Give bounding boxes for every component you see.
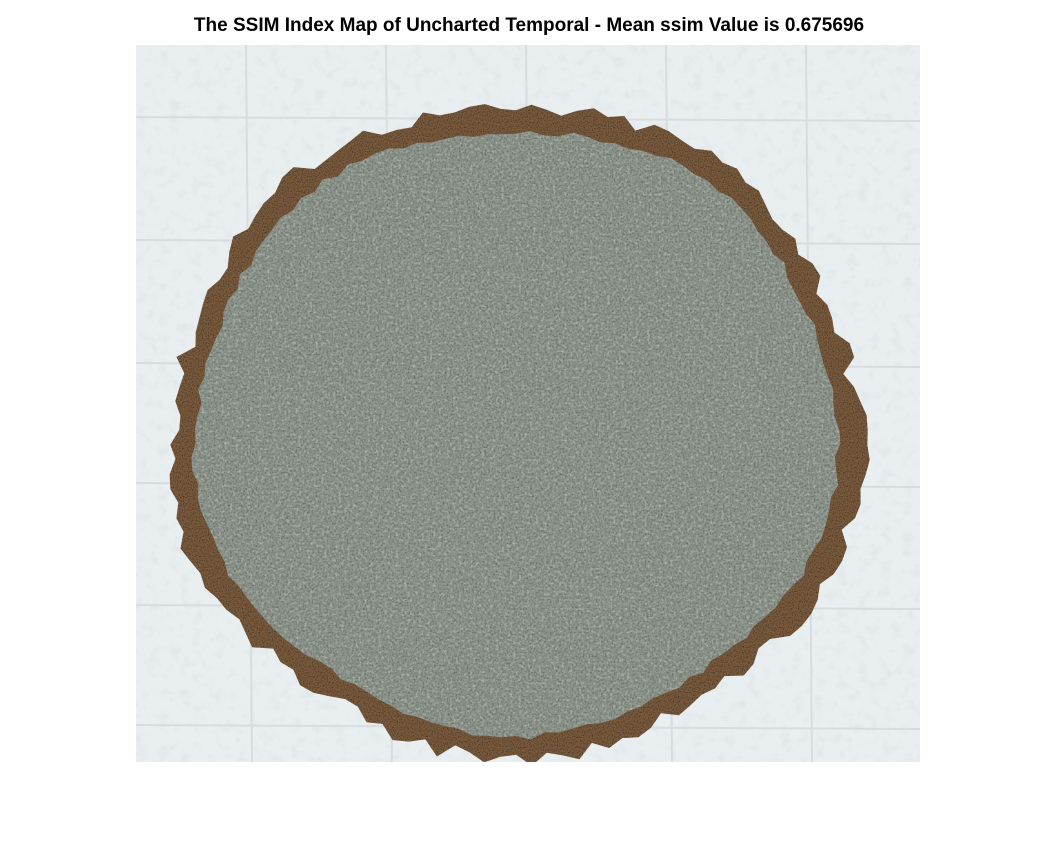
ssim-map-picture bbox=[136, 45, 920, 762]
ssim-disc bbox=[169, 104, 870, 762]
figure-title: The SSIM Index Map of Uncharted Temporal… bbox=[193, 15, 865, 36]
ssim-index-map-image bbox=[136, 45, 920, 762]
